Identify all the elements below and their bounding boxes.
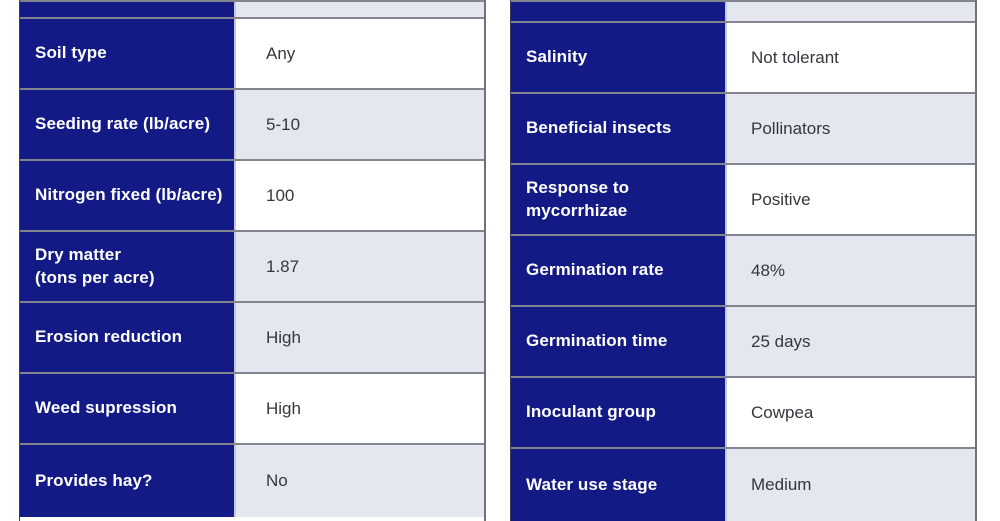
row-label: Seeding rate (lb/acre) bbox=[20, 90, 236, 159]
table-row-germination-time: Germination time 25 days bbox=[511, 307, 975, 378]
table-row-cutoff bbox=[20, 0, 484, 19]
row-value: No bbox=[236, 445, 484, 517]
row-value: 5-10 bbox=[236, 90, 484, 159]
row-label: Inoculant group bbox=[511, 378, 727, 447]
row-value: High bbox=[236, 303, 484, 372]
row-value: Positive bbox=[727, 165, 975, 234]
row-value: Cowpea bbox=[727, 378, 975, 447]
row-label bbox=[20, 2, 236, 17]
row-label bbox=[511, 2, 727, 21]
table-row-beneficial-insects: Beneficial insects Pollinators bbox=[511, 94, 975, 165]
table-row-nitrogen-fixed: Nitrogen fixed (lb/acre) 100 bbox=[20, 161, 484, 232]
row-label: Germination time bbox=[511, 307, 727, 376]
attribute-table-left: Soil type Any Seeding rate (lb/acre) 5-1… bbox=[19, 0, 486, 521]
table-row-dry-matter: Dry matter (tons per acre) 1.87 bbox=[20, 232, 484, 303]
row-label: Erosion reduction bbox=[20, 303, 236, 372]
row-label: Water use stage bbox=[511, 449, 727, 521]
table-row-germination-rate: Germination rate 48% bbox=[511, 236, 975, 307]
table-row-soil-type: Soil type Any bbox=[20, 19, 484, 90]
table-row-seeding-rate: Seeding rate (lb/acre) 5-10 bbox=[20, 90, 484, 161]
row-value: Pollinators bbox=[727, 94, 975, 163]
row-value bbox=[727, 2, 975, 21]
row-value: 48% bbox=[727, 236, 975, 305]
table-row-inoculant-group: Inoculant group Cowpea bbox=[511, 378, 975, 449]
table-row-salinity: Salinity Not tolerant bbox=[511, 23, 975, 94]
attribute-table-right: Salinity Not tolerant Beneficial insects… bbox=[510, 0, 977, 521]
row-value: Any bbox=[236, 19, 484, 88]
row-value: 100 bbox=[236, 161, 484, 230]
table-row-response-to-mycorrhizae: Response to mycorrhizae Positive bbox=[511, 165, 975, 236]
row-label: Germination rate bbox=[511, 236, 727, 305]
row-value: 25 days bbox=[727, 307, 975, 376]
table-row-weed-supression: Weed supression High bbox=[20, 374, 484, 445]
table-row-provides-hay: Provides hay? No bbox=[20, 445, 484, 517]
row-label: Dry matter (tons per acre) bbox=[20, 232, 236, 301]
row-label: Nitrogen fixed (lb/acre) bbox=[20, 161, 236, 230]
row-value bbox=[236, 2, 484, 17]
row-label: Provides hay? bbox=[20, 445, 236, 517]
row-value: Medium bbox=[727, 449, 975, 521]
row-value: 1.87 bbox=[236, 232, 484, 301]
row-label: Soil type bbox=[20, 19, 236, 88]
row-label: Response to mycorrhizae bbox=[511, 165, 727, 234]
table-row-erosion-reduction: Erosion reduction High bbox=[20, 303, 484, 374]
row-label: Salinity bbox=[511, 23, 727, 92]
row-value: Not tolerant bbox=[727, 23, 975, 92]
table-row-water-use-stage: Water use stage Medium bbox=[511, 449, 975, 521]
row-label: Weed supression bbox=[20, 374, 236, 443]
row-value: High bbox=[236, 374, 484, 443]
row-label: Beneficial insects bbox=[511, 94, 727, 163]
table-row-cutoff bbox=[511, 0, 975, 23]
